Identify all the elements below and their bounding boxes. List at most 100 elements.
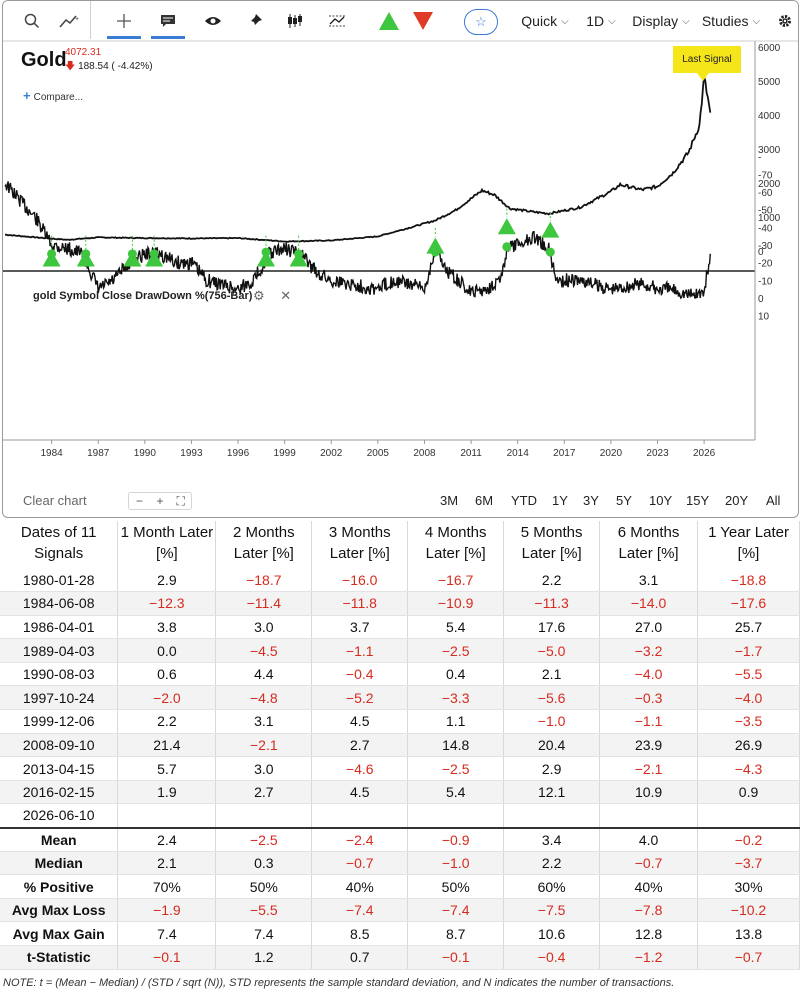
table-cell: −4.0: [599, 662, 699, 687]
table-row: 2026-06-10: [0, 803, 800, 829]
chevron-down-icon: ⌵: [752, 15, 761, 27]
drawdown-tick-label: -40: [758, 223, 773, 234]
table-row: 1984-06-08 −12.3 −11.4 −11.8 −10.9 −11.3 −14.0…: [0, 591, 800, 616]
table-cell: −3.7: [697, 851, 800, 876]
range-button-20y[interactable]: 20Y: [725, 493, 749, 508]
drawdown-signal-dot: [502, 242, 512, 252]
x-tick-label: 2008: [413, 448, 436, 459]
pattern-icon[interactable]: [323, 1, 351, 41]
studies-dropdown[interactable]: Studies ⌵: [701, 1, 761, 41]
table-cell: 60%: [503, 874, 601, 899]
drawdown-tick-label: -50: [758, 206, 773, 217]
indicator-title: gold Symbol Close DrawDown %(756-Bar): [33, 290, 253, 302]
table-cell: 8.7: [407, 921, 505, 946]
buy-signal-triangle: [76, 250, 95, 267]
interval-dropdown[interactable]: 1D ⌵: [583, 1, 619, 41]
table-cell: [599, 803, 699, 829]
table-cell: 5.4: [407, 615, 505, 640]
stat-label: t-Statistic: [0, 945, 119, 970]
favorite-button[interactable]: ☆: [464, 9, 498, 35]
search-icon[interactable]: [17, 1, 47, 41]
signal-results-table: Dates of 11 Signals 1 Month Later [%] 2 Mo…: [0, 521, 800, 970]
svg-text:+: +: [75, 16, 79, 23]
range-button-5y[interactable]: 5Y: [616, 493, 632, 508]
clear-chart-button[interactable]: Clear chart: [23, 493, 87, 508]
table-cell: −10.2: [697, 898, 800, 923]
display-dropdown[interactable]: Display ⌵: [631, 1, 691, 41]
signal-date: 1986-04-01: [0, 615, 119, 640]
column-header: Dates of 11 Signals: [0, 521, 119, 568]
quick-dropdown[interactable]: Quick ⌵: [515, 1, 575, 41]
buy-signal-triangle: [145, 250, 164, 267]
zoom-in-button[interactable]: +: [156, 494, 164, 508]
candlestick-icon[interactable]: [281, 1, 309, 41]
x-tick-label: 1990: [134, 448, 157, 459]
sell-signal-icon[interactable]: [409, 1, 437, 41]
table-cell: [503, 803, 601, 829]
zoom-out-button[interactable]: −: [135, 494, 143, 508]
table-cell: 4.5: [311, 780, 409, 805]
indicator-settings-gear-icon[interactable]: ⚙: [253, 288, 265, 303]
pin-icon[interactable]: [241, 1, 269, 41]
crosshair-icon[interactable]: [107, 1, 141, 41]
column-header: 1 Month Later [%]: [117, 521, 217, 568]
table-cell: −2.0: [117, 685, 217, 711]
table-cell: −2.1: [599, 756, 699, 781]
table-cell: −5.5: [697, 662, 800, 687]
last-price: 4072.31: [65, 47, 102, 58]
indicator-close-icon[interactable]: ✕: [280, 288, 292, 303]
drawdown-tick-label: -: [758, 153, 761, 164]
table-cell: −1.0: [407, 851, 505, 876]
range-button-all[interactable]: All: [766, 493, 781, 508]
range-button-1y[interactable]: 1Y: [552, 493, 568, 508]
range-button-10y[interactable]: 10Y: [649, 493, 673, 508]
table-cell: −4.3: [697, 756, 800, 781]
chart-toolbar: + ☆ Quick ⌵ 1D ⌵: [3, 1, 798, 41]
eye-icon[interactable]: [199, 1, 227, 41]
table-cell: 0.9: [697, 780, 800, 805]
column-header: 1 Year Later [%]: [697, 521, 800, 568]
stat-row: % Positive 70% 50% 40% 50% 60% 40% 30%: [0, 874, 800, 899]
table-cell: −0.1: [117, 945, 217, 970]
x-tick-label: 2026: [693, 448, 716, 459]
table-row: 1999-12-06 2.2 3.1 4.5 1.1 −1.0 −1.1 −3.5: [0, 709, 800, 734]
x-tick-label: 1999: [274, 448, 297, 459]
range-bar: Clear chart − + ⛶ 3M 6M YTD 1Y 3Y 5Y 10Y 15Y 20Y…: [3, 485, 798, 517]
fit-screen-icon[interactable]: ⛶: [176, 494, 185, 508]
range-button-6m[interactable]: 6M: [475, 493, 494, 508]
table-cell: 2.2: [503, 568, 601, 593]
indicator-icon[interactable]: +: [55, 1, 85, 41]
buy-signal-icon[interactable]: [375, 1, 403, 41]
table-cell: [407, 803, 505, 829]
table-cell: −1.2: [599, 945, 699, 970]
table-row: 2013-04-15 5.7 3.0 −4.6 −2.5 2.9 −2.1 −4.3: [0, 756, 800, 781]
settings-gear-icon[interactable]: [773, 1, 797, 41]
table-cell: −2.5: [407, 638, 505, 663]
table-cell: −16.7: [407, 568, 505, 593]
drawdown-signal-dot: [47, 249, 57, 259]
drawdown-tick-label: -10: [758, 276, 773, 287]
indicator-controls: ⚙ ✕: [253, 288, 291, 304]
table-row: 1997-10-24 −2.0 −4.8 −5.2 −3.3 −5.6 −0.3 −4.0: [0, 685, 800, 711]
table-cell: −3.3: [407, 685, 505, 711]
table-row: 1980-01-28 2.9 −18.7 −16.0 −16.7 2.2 3.1 −18.8: [0, 568, 800, 593]
range-button-3y[interactable]: 3Y: [583, 493, 599, 508]
stat-label: Avg Max Gain: [0, 921, 119, 946]
table-cell: −7.8: [599, 898, 699, 923]
range-button-15y[interactable]: 15Y: [686, 493, 710, 508]
drawdown-signal-dot: [430, 247, 440, 257]
signal-date: 2008-09-10: [0, 733, 119, 758]
table-cell: 0.0: [117, 638, 217, 663]
range-button-3m[interactable]: 3M: [440, 493, 459, 508]
range-button-ytd[interactable]: YTD: [511, 493, 537, 508]
table-cell: 21.4: [117, 733, 217, 758]
comment-icon[interactable]: [151, 1, 185, 41]
compare-button[interactable]: + Compare...: [23, 88, 83, 103]
table-cell: 3.8: [117, 615, 217, 640]
buy-signal-triangle: [497, 218, 516, 235]
price-tick-label: 5000: [758, 77, 781, 88]
table-cell: [311, 803, 409, 829]
toolbar-divider: [90, 1, 91, 39]
table-cell: 12.1: [503, 780, 601, 805]
